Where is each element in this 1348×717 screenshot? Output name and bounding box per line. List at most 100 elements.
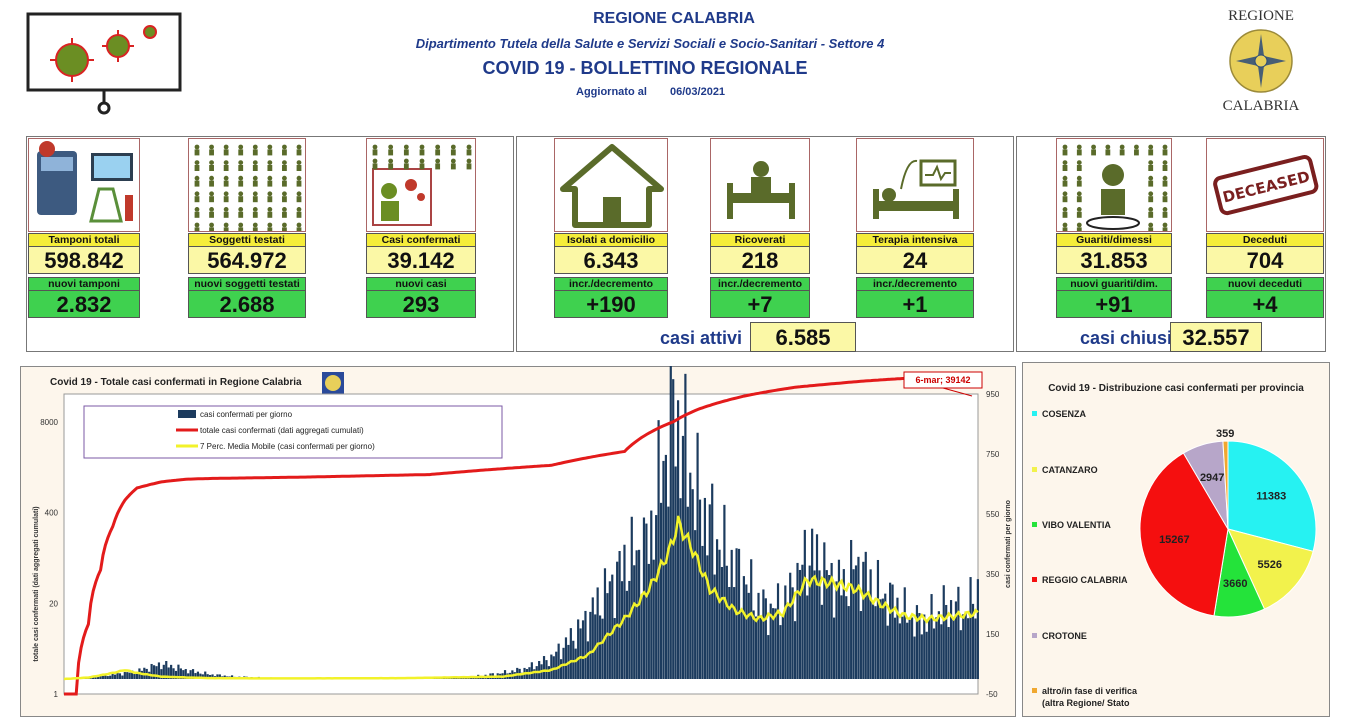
daily-bar — [830, 562, 833, 679]
daily-bar — [918, 613, 921, 679]
daily-bar — [689, 472, 692, 679]
daily-bar — [620, 581, 624, 679]
daily-bar — [106, 676, 109, 679]
daily-bar — [584, 610, 587, 679]
daily-bar — [596, 587, 599, 679]
daily-bar — [650, 510, 653, 679]
daily-bar — [647, 563, 650, 679]
y-tick-label: 8000 — [40, 418, 58, 427]
deceased-stamp-icon: DECEASED — [1206, 138, 1324, 232]
daily-bar — [901, 616, 904, 679]
daily-bar — [686, 506, 689, 679]
daily-bar — [713, 574, 716, 679]
soggetti-label: Soggetti testati — [188, 233, 306, 247]
daily-bar — [835, 581, 838, 679]
daily-bar — [667, 506, 670, 679]
nuovi-deceduti-label: nuovi deceduti — [1206, 277, 1324, 291]
daily-bar — [764, 598, 767, 679]
daily-bar — [823, 542, 826, 679]
annotation-text: 6-mar; 39142 — [915, 375, 970, 385]
daily-bar — [187, 673, 190, 679]
pie-legend-label: VIBO VALENTIA — [1042, 520, 1111, 530]
daily-bar — [779, 625, 782, 679]
daily-bar — [694, 530, 697, 679]
daily-bar — [852, 569, 855, 679]
daily-bar — [820, 604, 823, 679]
daily-bar — [101, 675, 104, 679]
soggetti-value: 564.972 — [188, 246, 306, 274]
daily-bar — [869, 569, 872, 679]
daily-bar — [915, 605, 919, 679]
daily-bar — [623, 544, 626, 679]
daily-bar — [825, 570, 828, 679]
daily-bar — [898, 623, 901, 679]
pie-data-label: 5526 — [1257, 559, 1281, 571]
daily-bar — [754, 616, 758, 679]
daily-bar — [808, 565, 811, 679]
terapia-incr-value: +1 — [856, 290, 974, 318]
legend-swatch — [178, 410, 196, 418]
daily-bar — [759, 615, 763, 679]
daily-bar — [564, 637, 568, 679]
daily-bar — [879, 599, 882, 679]
daily-bar — [581, 620, 585, 679]
casi-value: 39.142 — [366, 246, 476, 274]
daily-bar — [562, 647, 565, 679]
daily-bar — [874, 606, 877, 679]
daily-bar — [542, 656, 546, 679]
daily-bar — [913, 636, 916, 679]
daily-bar — [974, 618, 977, 679]
guariti-label: Guariti/dimessi — [1056, 233, 1172, 247]
tamponi-label: Tamponi totali — [28, 233, 140, 247]
daily-bar — [111, 673, 114, 679]
terapia-value: 24 — [856, 246, 974, 274]
nuovi-tamponi-value: 2.832 — [28, 290, 140, 318]
daily-bar — [99, 675, 102, 679]
y-tick-label: 400 — [45, 509, 59, 518]
daily-bar — [150, 663, 153, 679]
daily-bar — [152, 665, 156, 679]
daily-bar — [837, 559, 841, 679]
daily-bar — [177, 664, 180, 679]
daily-bar — [952, 619, 955, 679]
cases-chart: 1 20 400 8000 -50 150 350 550 750 950 totale casi … — [33, 366, 1012, 699]
daily-bar — [762, 589, 765, 679]
daily-bar — [776, 583, 780, 679]
daily-bar — [910, 617, 914, 679]
daily-bar — [806, 595, 809, 679]
daily-bar — [923, 614, 926, 679]
legend-entry: casi confermati per giorno — [200, 410, 293, 419]
region-title: REGIONE CALABRIA — [593, 10, 755, 27]
daily-bar — [796, 562, 799, 679]
daily-bar — [591, 597, 594, 679]
daily-bar — [937, 611, 940, 679]
daily-bar — [774, 608, 777, 679]
daily-bar — [672, 379, 675, 679]
daily-bar — [174, 670, 178, 679]
daily-bar — [862, 561, 865, 679]
daily-bar — [798, 569, 802, 679]
daily-bar — [723, 504, 726, 679]
daily-bar — [845, 596, 848, 679]
pie-legend-label: REGGIO CALABRIA — [1042, 575, 1128, 585]
y2-axis-label: casi confermati per giorno — [1005, 500, 1012, 588]
nuovi-guariti-value: +91 — [1056, 290, 1172, 318]
daily-bar — [703, 497, 706, 679]
daily-bar — [891, 584, 894, 679]
daily-bar — [715, 539, 719, 679]
daily-bar — [569, 628, 572, 679]
daily-bar — [557, 643, 560, 679]
daily-bar — [859, 611, 862, 679]
daily-bar — [886, 625, 889, 679]
daily-bar — [674, 466, 677, 679]
daily-bar — [733, 587, 736, 679]
pie-slice — [1227, 440, 1317, 552]
daily-bar — [104, 674, 107, 679]
daily-bar — [194, 673, 197, 679]
daily-bar — [906, 622, 909, 679]
nuovi-casi-value: 293 — [366, 290, 476, 318]
pie-legend-label: COSENZA — [1042, 409, 1087, 419]
daily-bar — [925, 631, 928, 679]
daily-bar — [211, 674, 214, 679]
daily-bar — [521, 672, 524, 679]
